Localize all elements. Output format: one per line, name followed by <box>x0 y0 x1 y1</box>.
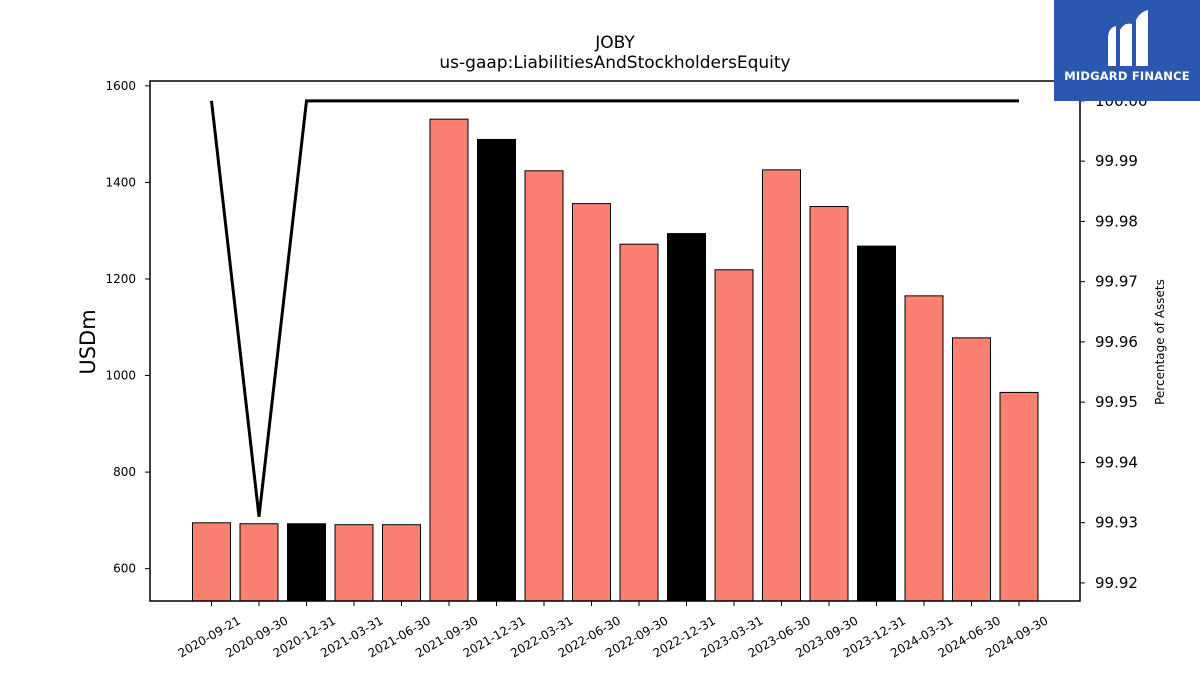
bar-2024-03-31 <box>904 295 944 602</box>
bar-2020-09-30 <box>239 523 279 602</box>
y-tick-label: 800 <box>113 465 136 479</box>
y-axis-label: USDm <box>76 309 100 374</box>
plot-frame <box>149 80 1081 602</box>
bar-2024-06-30 <box>952 337 991 602</box>
bar-2022-09-30 <box>619 243 659 602</box>
bar-2021-09-30 <box>429 118 469 602</box>
bar-2023-09-30 <box>809 206 849 602</box>
bars-group <box>192 118 1039 602</box>
bar-2020-12-31 <box>287 523 326 602</box>
chart-title: JOBY <box>594 33 635 53</box>
bar-2023-03-31 <box>714 269 754 602</box>
y-tick-label: 1200 <box>105 272 136 286</box>
y-right-tick-label: 99.95 <box>1095 393 1138 411</box>
bar-2020-09-21 <box>192 522 231 602</box>
brand-logo: MIDGARD FINANCE <box>1054 0 1200 101</box>
y-tick-label: 1600 <box>105 79 136 93</box>
bar-2022-12-31 <box>667 233 706 602</box>
bar-2023-06-30 <box>762 169 801 602</box>
bar-2023-12-31 <box>857 245 896 602</box>
y-right-tick-label: 99.99 <box>1095 152 1138 170</box>
logo-text: MIDGARD FINANCE <box>1064 69 1190 83</box>
y-right-tick-label: 99.92 <box>1095 574 1138 592</box>
y-tick-label: 600 <box>113 562 136 576</box>
y-right-tick-label: 99.96 <box>1095 333 1138 351</box>
y-tick-label: 1400 <box>105 175 136 189</box>
logo-mark-icon <box>1108 10 1148 67</box>
bar-2021-12-31 <box>477 138 516 602</box>
bar-2022-03-31 <box>524 170 564 602</box>
bar-2021-06-30 <box>382 524 421 602</box>
y-right-tick-label: 99.93 <box>1095 514 1138 532</box>
chart-subtitle: us-gaap:LiabilitiesAndStockholdersEquity <box>439 53 790 73</box>
bar-2024-09-30 <box>999 391 1039 602</box>
y-right-tick-label: 99.94 <box>1095 453 1138 471</box>
y-tick-label: 1000 <box>105 369 136 383</box>
bar-2022-06-30 <box>572 203 611 602</box>
y-axis-right-label: Percentage of Assets <box>1153 279 1167 405</box>
y-right-tick-label: 99.97 <box>1095 273 1138 291</box>
line-group <box>210 99 1019 517</box>
y-right-tick-label: 99.98 <box>1095 212 1138 230</box>
bar-2021-03-31 <box>334 524 374 602</box>
percentage-line <box>210 99 1019 517</box>
